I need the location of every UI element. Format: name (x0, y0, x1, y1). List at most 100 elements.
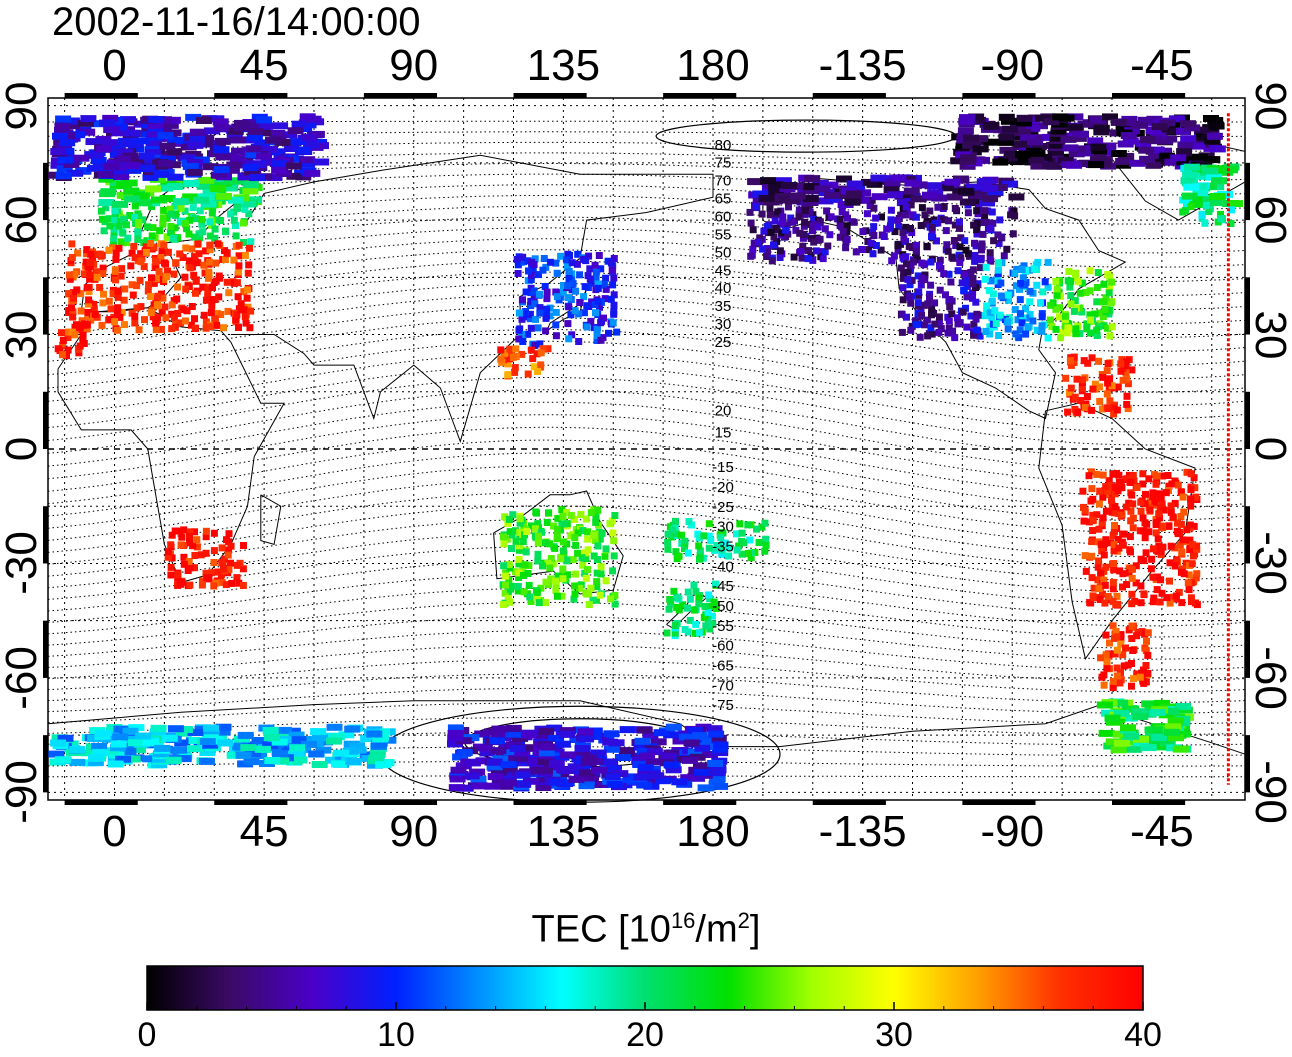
tec-pixel (680, 774, 697, 782)
contour-label: -60 (712, 638, 734, 655)
tec-pixel (283, 145, 300, 152)
tec-pixel (921, 191, 938, 199)
frame-tick-bar (663, 800, 737, 805)
tec-pixel (449, 775, 466, 783)
tec-pixel (1153, 699, 1170, 707)
tec-pixel (1181, 179, 1198, 187)
tec-pixel (606, 780, 623, 788)
tec-pixel (1117, 367, 1125, 375)
contour-line (47, 377, 1246, 446)
tec-pixel (883, 186, 900, 193)
tec-pixel (989, 290, 997, 298)
tec-pixel (758, 210, 766, 218)
tec-pixel (944, 329, 952, 337)
tec-pixel (159, 142, 176, 150)
tec-pixel (164, 248, 172, 256)
tec-pixel (985, 286, 993, 294)
tec-pixel (563, 508, 570, 516)
tec-pixel (81, 320, 89, 328)
tec-pixel (1087, 468, 1095, 476)
tec-pixel (1112, 730, 1129, 738)
tec-pixel (121, 179, 138, 187)
tec-pixel (897, 264, 905, 272)
tec-pixel (744, 521, 752, 529)
tec-pixel (572, 287, 580, 295)
tec-pixel (509, 353, 517, 361)
tec-pixel (1029, 317, 1037, 325)
tec-pixel (58, 147, 75, 155)
tec-pixel (692, 588, 700, 596)
tec-pixel (683, 739, 700, 747)
tec-pixel (1145, 475, 1153, 483)
tec-pixel (148, 116, 165, 123)
tec-pixel (180, 526, 188, 534)
tec-pixel (1194, 126, 1211, 134)
tec-pixel (366, 761, 383, 769)
tec-pixel (974, 311, 982, 319)
tec-pixel (1070, 353, 1078, 361)
tec-pixel (678, 531, 685, 539)
tec-pixel (1113, 633, 1121, 641)
tec-pixel (289, 744, 306, 752)
tec-pixel (172, 198, 189, 206)
tec-pixel (1104, 324, 1111, 332)
tec-pixel (776, 247, 784, 255)
tec-pixel (124, 195, 141, 203)
tec-pixel (174, 739, 191, 747)
tec-pixel (85, 283, 93, 291)
tec-pixel (186, 168, 203, 176)
tec-pixel (1034, 114, 1051, 122)
tec-pixel (958, 187, 975, 195)
tec-pixel (164, 553, 172, 561)
tec-pixel (804, 255, 812, 263)
tec-pixel (1010, 207, 1018, 215)
tec-pixel (107, 305, 115, 313)
tec-pixel (534, 520, 542, 528)
contour-label: 55 (715, 226, 732, 243)
tec-pixel (581, 283, 589, 291)
tec-pixel (1201, 219, 1209, 227)
tec-pixel (1099, 373, 1107, 381)
axis-tick-label: 60 (1246, 195, 1292, 245)
tec-pixel (190, 271, 198, 279)
tec-pixel (1100, 576, 1108, 584)
tec-pixel (1093, 332, 1101, 339)
tec-pixel (870, 232, 878, 239)
tec-pixel (695, 629, 703, 637)
tec-pixel (614, 754, 631, 761)
tec-pixel (773, 237, 781, 245)
tec-pixel (1142, 662, 1150, 669)
tec-region-pacific-islands (664, 517, 770, 563)
tec-pixel (1109, 684, 1117, 692)
tec-pixel (592, 512, 600, 520)
tec-pixel (208, 302, 216, 310)
tec-pixel (230, 216, 238, 224)
tec-pixel (959, 308, 967, 316)
tec-pixel (186, 264, 194, 272)
contour-label: 35 (715, 298, 732, 315)
tec-pixel (154, 301, 161, 309)
tec-pixel (198, 220, 206, 228)
tec-pixel (77, 119, 94, 127)
tec-pixel (574, 529, 582, 537)
tec-pixel (112, 276, 120, 284)
contour-line (47, 414, 1246, 484)
tec-pixel (553, 269, 561, 277)
tec-pixel (522, 548, 530, 556)
tec-pixel (1030, 265, 1038, 273)
tec-pixel (951, 334, 959, 342)
tec-pixel (1095, 585, 1103, 593)
tec-pixel (559, 547, 567, 555)
tec-pixel (642, 731, 659, 739)
tec-pixel (746, 208, 754, 216)
tec-pixel (164, 267, 171, 275)
tec-region-north-africa (54, 328, 88, 360)
tec-pixel (695, 736, 712, 744)
tec-pixel (257, 122, 273, 130)
tec-pixel (142, 173, 159, 181)
tec-pixel (1178, 548, 1186, 556)
tec-pixel (897, 211, 905, 219)
tec-pixel (760, 227, 768, 235)
tec-pixel (195, 250, 203, 258)
tec-pixel (570, 595, 578, 603)
